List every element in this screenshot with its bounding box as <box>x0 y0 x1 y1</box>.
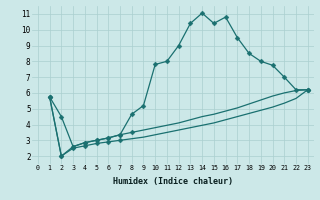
X-axis label: Humidex (Indice chaleur): Humidex (Indice chaleur) <box>113 177 233 186</box>
